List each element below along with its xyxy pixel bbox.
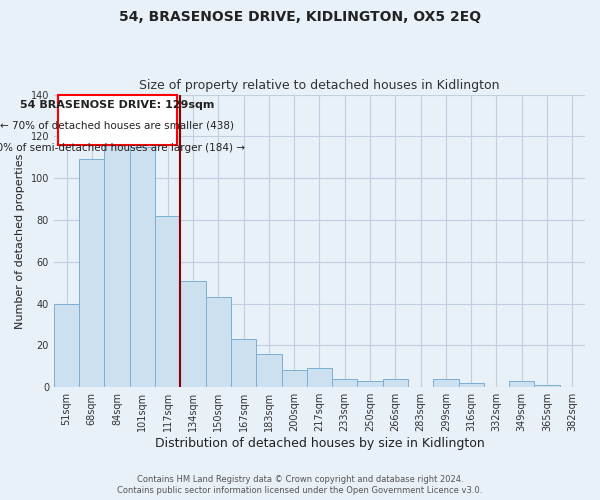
Bar [104,144,130,387]
Text: ← 70% of detached houses are smaller (438): ← 70% of detached houses are smaller (43… [0,121,234,131]
Bar [130,147,155,387]
Bar [181,280,206,387]
Bar [433,379,458,387]
Bar [256,354,281,387]
Bar [231,339,256,387]
Bar [307,368,332,387]
Text: Contains public sector information licensed under the Open Government Licence v3: Contains public sector information licen… [118,486,482,495]
Text: 54 BRASENOSE DRIVE: 129sqm: 54 BRASENOSE DRIVE: 129sqm [20,100,214,110]
Bar [332,379,358,387]
Bar [54,304,79,387]
Bar [79,160,104,387]
Bar [206,298,231,387]
Bar [155,216,181,387]
Text: 54, BRASENOSE DRIVE, KIDLINGTON, OX5 2EQ: 54, BRASENOSE DRIVE, KIDLINGTON, OX5 2EQ [119,10,481,24]
Bar [458,383,484,387]
Title: Size of property relative to detached houses in Kidlington: Size of property relative to detached ho… [139,79,500,92]
Bar [509,381,535,387]
Bar [281,370,307,387]
Bar [358,381,383,387]
Bar [383,379,408,387]
Text: Contains HM Land Registry data © Crown copyright and database right 2024.: Contains HM Land Registry data © Crown c… [137,475,463,484]
Y-axis label: Number of detached properties: Number of detached properties [15,153,25,328]
X-axis label: Distribution of detached houses by size in Kidlington: Distribution of detached houses by size … [155,437,484,450]
FancyBboxPatch shape [58,94,176,144]
Bar [535,385,560,387]
Text: 30% of semi-detached houses are larger (184) →: 30% of semi-detached houses are larger (… [0,143,245,153]
